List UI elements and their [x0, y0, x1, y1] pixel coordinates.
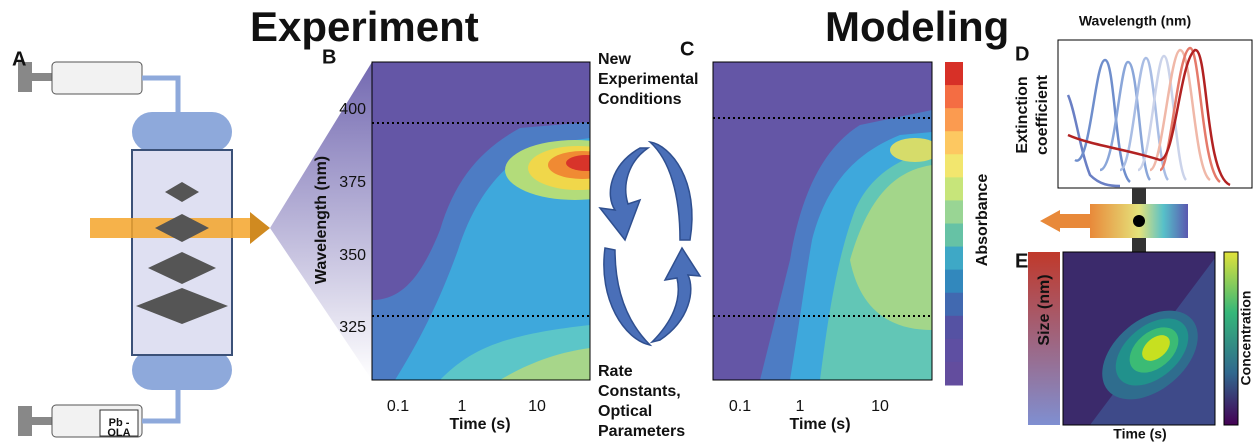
decoration: [566, 155, 590, 171]
decoration: [165, 182, 199, 202]
y-axis-label: coefficient: [1034, 74, 1051, 155]
model-heatmap: [713, 62, 932, 380]
decoration: [603, 247, 653, 347]
decoration: [647, 140, 693, 241]
decoration: [132, 112, 232, 152]
decoration: [1136, 54, 1188, 181]
colorbar: [945, 62, 963, 386]
colorbar-step: [945, 315, 963, 340]
colorbar-step: [945, 292, 963, 317]
decoration: [142, 385, 181, 424]
x-tick-label: 0.1: [387, 398, 409, 415]
decoration: [99, 409, 139, 437]
decoration: [395, 138, 590, 380]
loop-text: Rate: [598, 363, 633, 380]
decoration: [136, 288, 228, 324]
decoration: [148, 252, 216, 284]
decoration: [1148, 48, 1211, 182]
x-tick-label: 10: [528, 398, 546, 415]
spectra-title: Wavelength (nm): [1079, 13, 1191, 29]
decoration: [1099, 60, 1152, 181]
decoration: [155, 214, 209, 242]
decoration: [1066, 94, 1121, 188]
decoration: [1133, 215, 1145, 227]
decoration: [1040, 210, 1090, 232]
y-axis-label: Wavelength (nm): [313, 156, 330, 284]
spectra-lines: [1066, 46, 1231, 188]
y-tick-label: 400: [339, 101, 366, 118]
loop-text: Parameters: [598, 423, 685, 440]
concentration-map: [1063, 252, 1215, 425]
decoration: [136, 182, 228, 324]
colorbar-step: [945, 62, 963, 86]
y-tick-label: 350: [339, 247, 366, 264]
colorbar-step: [945, 246, 963, 271]
panel-label: D: [1015, 43, 1029, 65]
decoration: [500, 348, 590, 380]
panel-label: B: [322, 46, 336, 68]
colorbar-step: [945, 338, 963, 363]
colorbar-step: [945, 177, 963, 201]
decoration: [142, 75, 181, 112]
loop-text: Optical: [598, 403, 652, 420]
colorbar-step: [945, 361, 963, 386]
loop-text: Constants,: [598, 383, 681, 400]
decoration: [1158, 46, 1221, 184]
x-axis-label: Time (s): [1113, 426, 1166, 442]
colorbar-step: [945, 200, 963, 224]
decoration: [32, 73, 52, 81]
decoration: [132, 350, 232, 390]
colorbar-label: Concentration: [1238, 291, 1254, 386]
size-bar: [1028, 252, 1060, 425]
decoration: [850, 165, 932, 330]
decoration: [32, 417, 52, 425]
x-tick-label: 1: [796, 398, 805, 415]
y-axis-label: Size (nm): [1036, 274, 1053, 345]
x-tick-label: 1: [458, 398, 467, 415]
decoration: [1142, 335, 1170, 361]
colorbar-step: [945, 131, 963, 155]
y-axis-label: Extinction: [1014, 76, 1031, 153]
loop-text: Conditions: [598, 91, 682, 108]
experiment-heatmap: [372, 62, 590, 380]
decoration: [649, 246, 702, 344]
colorbar-label: Absorbance: [974, 174, 991, 267]
y-tick-label: 325: [339, 319, 366, 336]
heading: Experiment: [250, 3, 479, 50]
loop-text: Experimental: [598, 71, 698, 88]
colorbar: [1223, 251, 1239, 426]
x-axis-label: Time (s): [789, 416, 850, 433]
reactor: [18, 61, 270, 438]
decoration: [18, 62, 32, 92]
decoration: [18, 406, 32, 436]
colorbar-step: [945, 269, 963, 294]
cycle-arrows: [598, 140, 702, 347]
zoom-fan: [270, 62, 372, 380]
decoration: [250, 212, 270, 244]
syringe-label: OLA: [107, 427, 130, 439]
panel-label: C: [680, 38, 694, 60]
panel-label: A: [12, 48, 26, 70]
plot-frame: [1062, 251, 1216, 426]
colorbar-step: [945, 108, 963, 132]
plot-frame: [712, 61, 933, 381]
x-tick-label: 0.1: [729, 398, 751, 415]
syringe-label: Pb -: [109, 417, 130, 429]
decoration: [890, 138, 932, 162]
y-tick-label: 375: [339, 174, 366, 191]
colorbar-step: [945, 85, 963, 109]
decoration: [51, 61, 143, 95]
x-tick-label: 10: [871, 398, 889, 415]
decoration: [598, 147, 651, 242]
transfer-icon: [1040, 188, 1188, 254]
decoration: [1067, 48, 1231, 187]
panel-label: E: [1015, 250, 1028, 272]
heading: Modeling: [825, 3, 1009, 50]
colorbar-step: [945, 154, 963, 178]
colorbar-step: [945, 223, 963, 248]
plot-frame: [371, 61, 591, 381]
loop-text: New: [598, 51, 631, 68]
x-axis-label: Time (s): [449, 416, 510, 433]
